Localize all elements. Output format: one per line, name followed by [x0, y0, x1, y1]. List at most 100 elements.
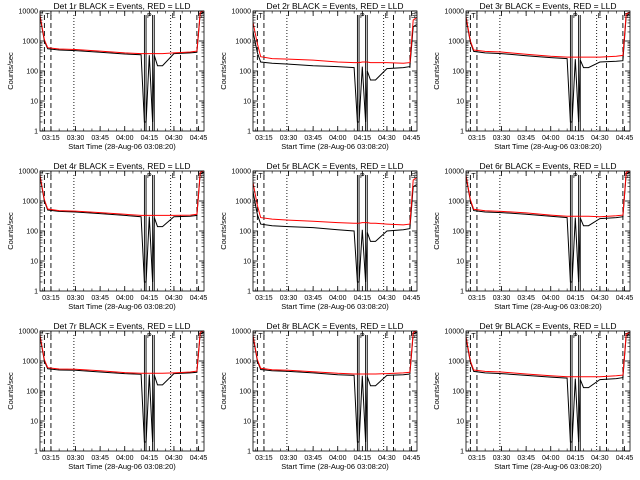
x-tick-label: 04:15: [354, 295, 372, 302]
y-tick-label: 100: [239, 389, 251, 396]
series-line-events: [253, 331, 417, 443]
x-tick-label: 04:30: [165, 135, 183, 142]
x-axis-label: Start Time (28-Aug-06 03:08:20): [68, 462, 176, 471]
x-tick-label: 03:30: [67, 295, 85, 302]
y-tick-label: 10000: [445, 169, 465, 176]
y-axis-label: Counts/sec: [6, 372, 15, 410]
x-tick-label: 03:15: [255, 135, 273, 142]
plot-frame: [252, 10, 418, 132]
panel-title: Det 8r BLACK = Events, RED = LLD: [266, 321, 403, 331]
flag-label: P: [147, 333, 152, 340]
flag-label: S: [411, 13, 416, 20]
panel-title: Det 4r BLACK = Events, RED = LLD: [53, 161, 190, 171]
y-axis-label: Counts/sec: [219, 372, 228, 410]
x-tick-label: 04:00: [116, 455, 134, 462]
y-tick-label: 10: [243, 419, 251, 426]
x-tick-label: 04:15: [354, 455, 372, 462]
y-tick-label: 1000: [235, 359, 251, 366]
y-tick-label: 10000: [232, 169, 252, 176]
x-tick-label: 03:15: [468, 295, 486, 302]
flag-label: P: [573, 173, 578, 180]
panel-title: Det 6r BLACK = Events, RED = LLD: [479, 161, 616, 171]
flag-label: T: [471, 13, 476, 20]
y-tick-label: 10: [30, 419, 38, 426]
x-tick-label: 04:00: [329, 135, 347, 142]
x-tick-label: 03:15: [42, 135, 60, 142]
series-line-events: [40, 171, 204, 283]
series-line-lld: [466, 171, 630, 218]
x-tick-label: 04:30: [591, 295, 609, 302]
panel-title: Det 3r BLACK = Events, RED = LLD: [479, 1, 616, 11]
y-tick-label: 10000: [232, 329, 252, 336]
x-tick-label: 04:45: [616, 135, 634, 142]
series-line-events: [466, 333, 630, 443]
y-tick-label: 10000: [19, 9, 39, 16]
x-tick-label: 03:45: [91, 135, 109, 142]
x-tick-label: 03:30: [280, 455, 298, 462]
x-tick-label: 03:45: [304, 295, 322, 302]
x-tick-label: 03:30: [493, 295, 511, 302]
y-tick-label: 10000: [232, 9, 252, 16]
x-tick-label: 04:15: [141, 455, 159, 462]
flag-label: T: [258, 173, 263, 180]
x-tick-label: 03:30: [67, 135, 85, 142]
y-tick-label: 1: [247, 129, 251, 136]
x-tick-label: 04:45: [403, 455, 421, 462]
flag-label: L: [598, 173, 602, 180]
x-axis-label: Start Time (28-Aug-06 03:08:20): [281, 302, 389, 311]
y-tick-label: 100: [452, 229, 464, 236]
y-tick-label: 1000: [448, 199, 464, 206]
x-tick-label: 03:15: [468, 455, 486, 462]
y-axis-label: Counts/sec: [6, 52, 15, 90]
x-axis-label: Start Time (28-Aug-06 03:08:20): [68, 142, 176, 151]
series-line-lld: [253, 177, 417, 226]
x-tick-label: 03:30: [493, 455, 511, 462]
y-tick-label: 100: [239, 69, 251, 76]
y-tick-label: 1000: [448, 359, 464, 366]
x-tick-label: 03:30: [280, 295, 298, 302]
y-tick-label: 100: [26, 389, 38, 396]
series-line-events: [466, 171, 630, 283]
x-tick-label: 03:30: [493, 135, 511, 142]
flag-label: L: [598, 13, 602, 20]
x-tick-label: 03:15: [255, 455, 273, 462]
flag-label: L: [172, 13, 176, 20]
x-tick-label: 03:45: [517, 455, 535, 462]
x-tick-label: 04:30: [165, 455, 183, 462]
y-tick-label: 10000: [19, 329, 39, 336]
x-tick-label: 04:15: [567, 135, 585, 142]
x-tick-label: 04:30: [378, 455, 396, 462]
y-tick-label: 1000: [22, 39, 38, 46]
y-tick-label: 1000: [235, 39, 251, 46]
flag-label: L: [385, 333, 389, 340]
x-tick-label: 04:00: [542, 135, 560, 142]
plot-frame: [39, 330, 205, 452]
flag-label: P: [360, 173, 365, 180]
series-line-lld: [253, 17, 417, 64]
y-tick-label: 1: [247, 289, 251, 296]
x-tick-label: 04:45: [190, 135, 208, 142]
plot-frame: [465, 10, 631, 132]
flag-label: T: [471, 173, 476, 180]
x-tick-label: 03:30: [280, 135, 298, 142]
x-tick-label: 03:45: [304, 455, 322, 462]
flag-label: T: [258, 333, 263, 340]
series-line-lld: [466, 331, 630, 378]
x-tick-label: 03:30: [67, 455, 85, 462]
x-tick-label: 03:45: [91, 295, 109, 302]
x-tick-label: 03:15: [42, 455, 60, 462]
y-tick-label: 1000: [22, 359, 38, 366]
x-tick-label: 04:30: [591, 135, 609, 142]
y-tick-label: 10000: [19, 169, 39, 176]
series-line-events: [253, 24, 417, 123]
x-axis-label: Start Time (28-Aug-06 03:08:20): [494, 142, 602, 151]
